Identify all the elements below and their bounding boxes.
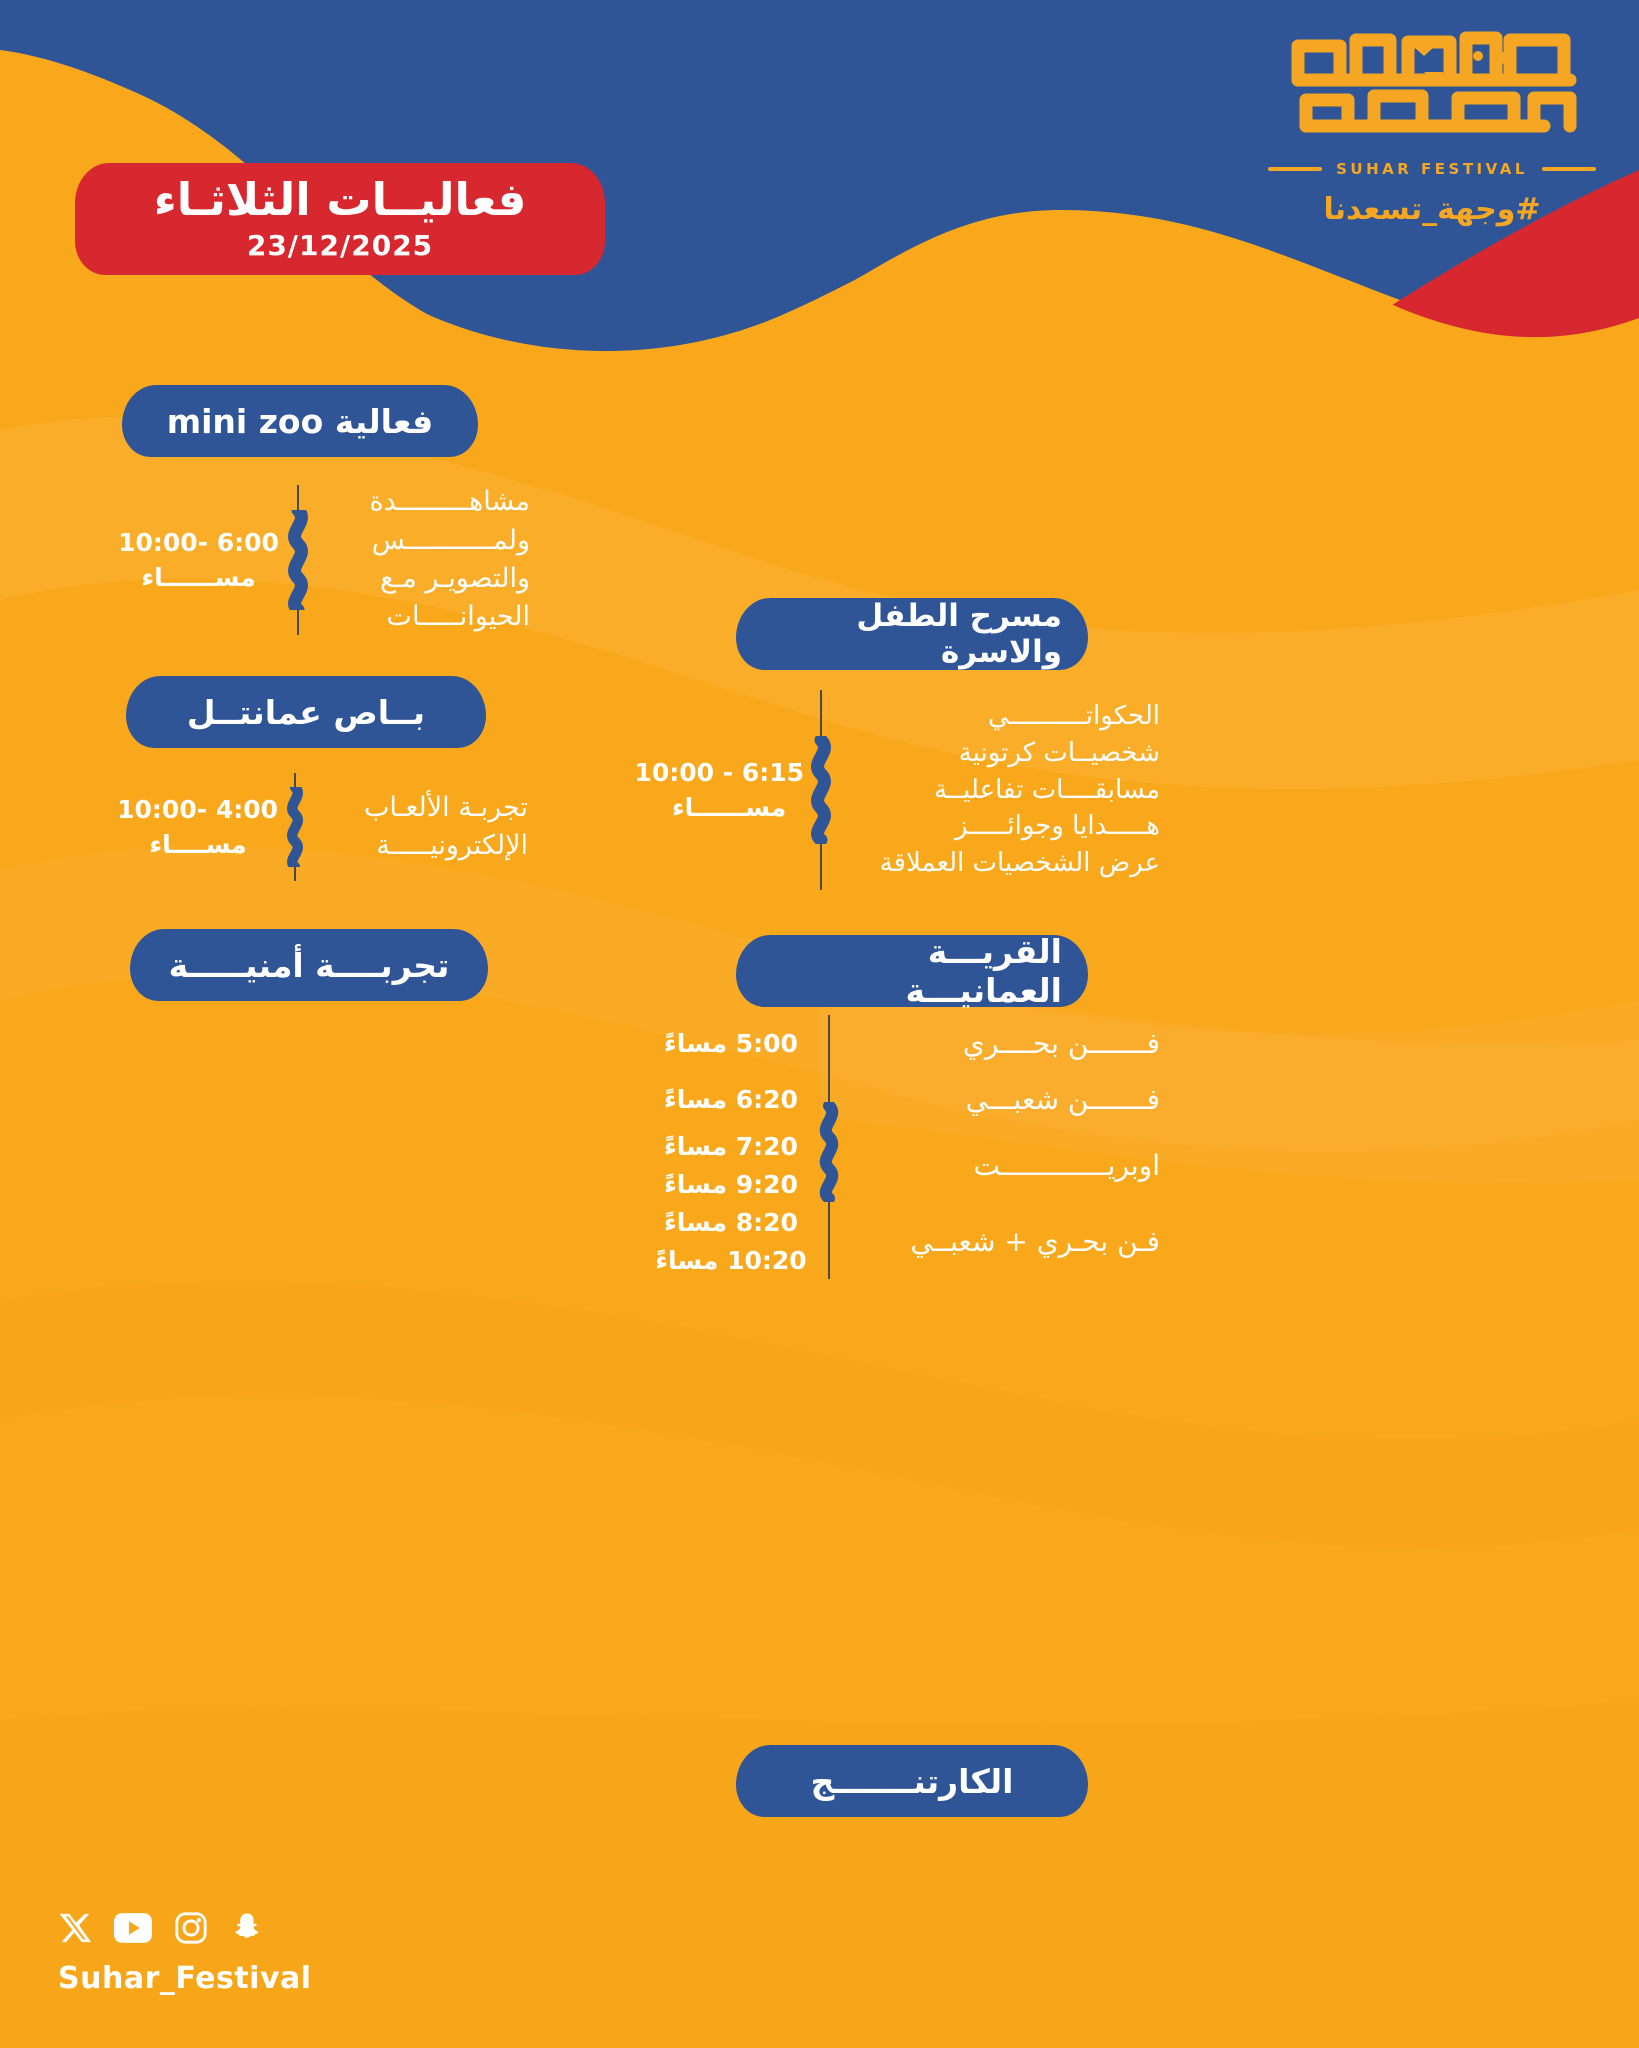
omantel-bus-activities: تجربـة الألعـاب الإلكترونيـــــة: [312, 789, 528, 866]
village-times: 5:00 مساءً 6:20 مساءً 7:20 مساءً 9:20 مس…: [650, 1015, 812, 1279]
section-pill-child-family-theatre[interactable]: مسرح الطفل والاسرة: [736, 598, 1088, 670]
logo-rule-left: [1541, 167, 1596, 171]
logo-rule-right: [1268, 167, 1323, 171]
section-pill-omani-village[interactable]: القريـــة العمانيـــة: [736, 932, 1088, 1010]
time-line: 6:00 -10:00: [118, 527, 279, 557]
footer: Suhar_Festival: [58, 1911, 312, 1996]
section-pill-omani-village-label: القريـــة العمانيـــة: [905, 932, 1062, 1010]
activity-line: شخصيــات كرتونية: [958, 737, 1160, 768]
activity-line: مشاهـــــــــدة: [369, 486, 530, 518]
village-row: فـــــــن بحــــري: [846, 1015, 1160, 1071]
village-time-row: 7:20 مساءً 9:20 مساءً: [650, 1127, 812, 1203]
activity-line: اوبريـــــــــــــت: [973, 1148, 1160, 1182]
activity-line: فـــــــن بحــــري: [962, 1026, 1160, 1060]
time-line: 9:20 مساءً: [663, 1169, 798, 1199]
logo-subtitle-row: SUHAR FESTIVAL: [1267, 160, 1597, 178]
section-pill-child-family-theatre-label: مسرح الطفل والاسرة: [856, 598, 1062, 670]
festival-logo: SUHAR FESTIVAL #وجهة_تسعدنا: [1267, 18, 1597, 227]
time-line: 5:00 مساءً: [663, 1028, 798, 1058]
time-line: مســــاء: [149, 830, 247, 859]
wave-divider-icon: [819, 1102, 839, 1202]
activity-line: الحيوانـــــات: [386, 601, 530, 633]
page-title: فعاليــات الثلاثـاء: [153, 172, 527, 226]
activity-line: تجربـة الألعـاب: [363, 791, 528, 823]
instagram-icon[interactable]: [174, 1911, 208, 1945]
details-omantel-bus: تجربـة الألعـاب الإلكترونيـــــة 4:00 -1…: [117, 773, 528, 881]
village-row: فـــــــن شعبـــي: [846, 1071, 1160, 1127]
section-pill-mini-zoo[interactable]: فعالية mini zoo: [122, 385, 478, 457]
activity-line: والتصويـر مـع: [380, 563, 530, 594]
time-line: 4:00 -10:00: [117, 794, 278, 824]
details-omani-village: فـــــــن بحــــري فـــــــن شعبـــي اوب…: [650, 1015, 1160, 1279]
time-line: مســــــاء: [141, 563, 256, 592]
wavy-divider: [278, 773, 312, 881]
activity-line: هـــــدايا وجوائـــــز: [954, 811, 1160, 842]
section-pill-security-experience-label: تجربــــة أمنيـــــة: [168, 945, 450, 985]
time-line: 6:20 مساءً: [663, 1084, 798, 1114]
section-pill-karting[interactable]: الكارتنـــــــج: [736, 1745, 1088, 1817]
time-line: 6:15 - 10:00: [634, 757, 804, 787]
youtube-icon[interactable]: [114, 1911, 152, 1945]
activity-line: فـن بحـري + شعبــي: [910, 1224, 1160, 1258]
logo-subtitle: SUHAR FESTIVAL: [1336, 160, 1528, 178]
section-pill-karting-label: الكارتنـــــــج: [810, 1761, 1014, 1801]
mini-zoo-times: 6:00 -10:00 مســــــاء: [116, 525, 281, 596]
wave-divider-icon: [288, 510, 308, 610]
time-line: 10:20 مساءً: [655, 1245, 807, 1275]
village-time-row: 8:20 مساءً 10:20 مساءً: [650, 1203, 812, 1279]
page-title-banner: فعاليــات الثلاثـاء 23/12/2025: [75, 163, 605, 275]
suhar-festival-wordmark-icon: [1291, 31, 1577, 133]
village-time-row: 5:00 مساءً: [650, 1015, 812, 1071]
theatre-activities: الحكواتــــــــــي شخصيــات كرتونية مساب…: [838, 698, 1160, 883]
social-icons: [58, 1911, 312, 1945]
brand-hashtag: #وجهة_تسعدنا: [1323, 192, 1541, 227]
activity-line: ولمـــــــــــس: [371, 524, 530, 556]
activity-line: عرض الشخصيات العملاقة: [879, 848, 1160, 879]
village-activities: فـــــــن بحــــري فـــــــن شعبـــي اوب…: [846, 1015, 1160, 1279]
activity-line: فـــــــن شعبـــي: [965, 1082, 1160, 1116]
theatre-times: 6:15 - 10:00 مســــــاء: [634, 755, 804, 826]
details-mini-zoo: مشاهـــــــــدة ولمـــــــــــس والتصويـ…: [110, 485, 530, 635]
time-line: 8:20 مساءً: [663, 1207, 798, 1237]
snapchat-icon[interactable]: [230, 1911, 264, 1945]
section-pill-mini-zoo-label: فعالية mini zoo: [166, 401, 434, 441]
section-pill-security-experience[interactable]: تجربــــة أمنيـــــة: [130, 929, 488, 1001]
social-handle: Suhar_Festival: [58, 1961, 312, 1996]
wave-divider-icon: [287, 787, 303, 867]
activity-line: الحكواتــــــــــي: [987, 700, 1160, 731]
mini-zoo-activities: مشاهـــــــــدة ولمـــــــــــس والتصويـ…: [315, 483, 530, 636]
page-date: 23/12/2025: [246, 229, 434, 263]
wavy-divider: [281, 485, 315, 635]
activity-line: الإلكترونيـــــة: [376, 830, 528, 861]
section-pill-omantel-bus[interactable]: بــاص عمانتــل: [126, 676, 486, 748]
village-time-row: 6:20 مساءً: [650, 1071, 812, 1127]
activity-line: مسابقــــات تفاعليــة: [933, 774, 1160, 805]
details-child-family-theatre: الحكواتــــــــــي شخصيــات كرتونية مساب…: [634, 690, 1160, 890]
wave-divider-icon: [811, 736, 831, 844]
village-row: فـن بحـري + شعبــي: [846, 1203, 1160, 1279]
time-line: 7:20 مساءً: [663, 1131, 798, 1161]
section-pill-omantel-bus-label: بــاص عمانتــل: [186, 692, 426, 732]
time-line: مســــــاء: [671, 793, 787, 822]
wavy-divider: [804, 690, 838, 890]
village-row: اوبريـــــــــــــت: [846, 1127, 1160, 1203]
wavy-divider: [812, 1015, 846, 1279]
x-twitter-icon[interactable]: [58, 1911, 92, 1945]
omantel-bus-times: 4:00 -10:00 مســــاء: [117, 792, 278, 863]
